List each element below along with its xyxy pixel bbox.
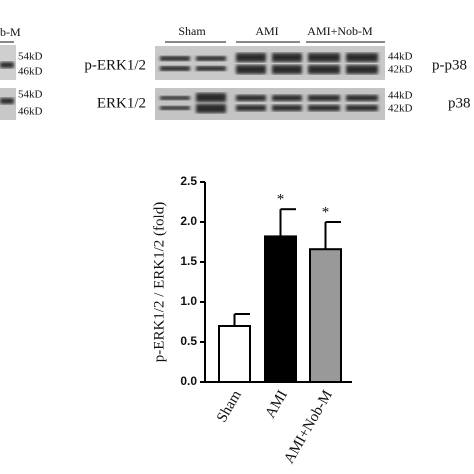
x-tick-label: Sham <box>214 387 245 425</box>
bar <box>264 235 297 383</box>
row-label: p-p38 <box>432 57 467 73</box>
marker-label: 46kD <box>18 106 43 118</box>
marker-label: 42kD <box>388 103 413 115</box>
blot-panel <box>155 88 385 120</box>
marker-label: 54kD <box>18 89 43 101</box>
y-tick-label: 1.5 <box>180 254 197 268</box>
bands <box>160 53 378 113</box>
marker-label: 46kD <box>18 66 43 78</box>
y-tick-label: 2.5 <box>180 174 197 188</box>
lane-label: AMI <box>255 24 278 38</box>
y-tick-label: 0.5 <box>180 334 197 348</box>
bar <box>218 325 251 383</box>
x-tick-label: AMI <box>262 388 290 421</box>
annotation: * <box>322 204 330 220</box>
marker-label: 44kD <box>388 51 413 63</box>
row-label: p-ERK1/2 <box>84 57 146 73</box>
band <box>0 62 14 68</box>
y-axis-label: p-ERK1/2 / ERK1/2 (fold) <box>151 202 167 362</box>
lane-label: b-M <box>0 25 21 39</box>
lane-label: Sham <box>178 24 206 38</box>
marker-label: 42kD <box>388 64 413 76</box>
row-label: p38 <box>448 95 471 111</box>
y-tick-label: 0.0 <box>180 374 197 388</box>
row-label: ERK1/2 <box>97 95 146 111</box>
lane-label: AMI+Nob-M <box>307 24 373 38</box>
band <box>0 98 14 104</box>
blot-panel <box>155 46 385 80</box>
annotation: * <box>277 192 285 208</box>
y-tick-label: 1.0 <box>180 294 197 308</box>
bar <box>309 248 342 383</box>
marker-label: 54kD <box>18 51 43 63</box>
y-tick-label: 2.0 <box>180 214 197 228</box>
marker-label: 44kD <box>388 90 413 102</box>
x-tick-label: AMI+Nob-M <box>281 388 336 467</box>
